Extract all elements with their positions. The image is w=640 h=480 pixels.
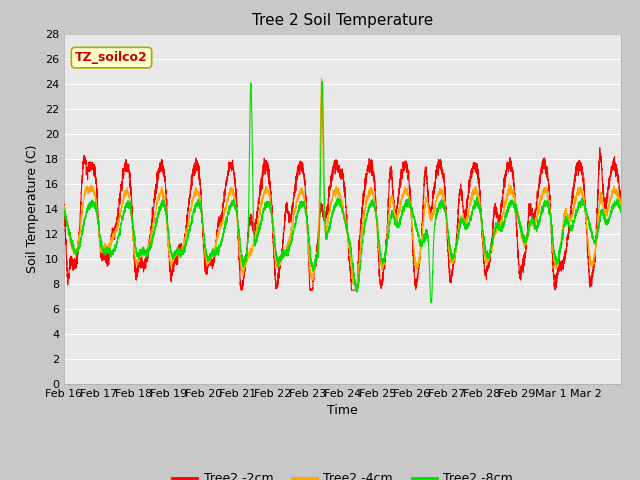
- Legend: Tree2 -2cm, Tree2 -4cm, Tree2 -8cm: Tree2 -2cm, Tree2 -4cm, Tree2 -8cm: [167, 468, 518, 480]
- Text: TZ_soilco2: TZ_soilco2: [75, 51, 148, 64]
- Y-axis label: Soil Temperature (C): Soil Temperature (C): [26, 144, 39, 273]
- Title: Tree 2 Soil Temperature: Tree 2 Soil Temperature: [252, 13, 433, 28]
- X-axis label: Time: Time: [327, 405, 358, 418]
